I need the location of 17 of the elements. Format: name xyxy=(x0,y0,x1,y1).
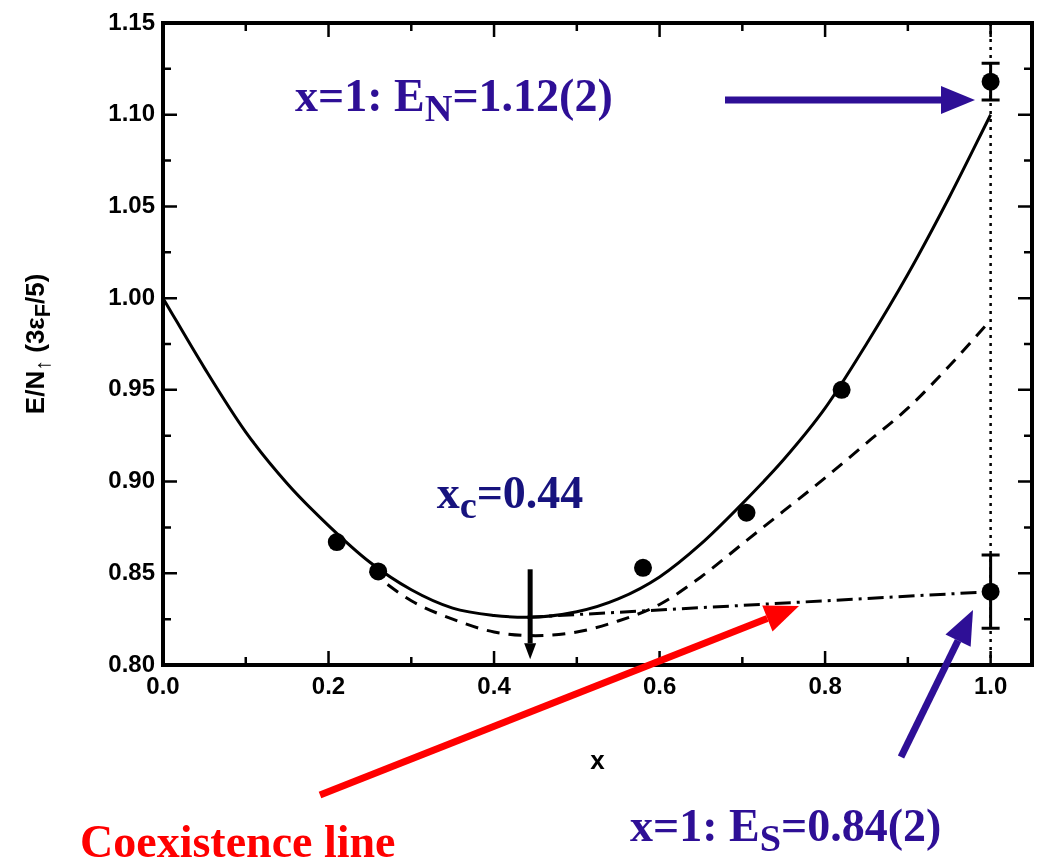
y-tick-label: 1.15 xyxy=(108,7,155,35)
y-tick-label: 0.90 xyxy=(108,466,155,494)
text: Coexistence line xyxy=(80,816,396,864)
y-tick-label: 1.10 xyxy=(108,99,155,127)
x-tick-label: 0.6 xyxy=(642,672,677,700)
x-tick-label: 0.2 xyxy=(311,672,346,700)
y-tick-label: 0.95 xyxy=(108,374,155,402)
y-tick-label: 1.00 xyxy=(108,282,155,310)
x-tick-label: 0.4 xyxy=(477,672,512,700)
annotation: x=1: E$_{N}$=1.12(2) xyxy=(295,69,613,129)
text: x=1: E$_{S}$=0.84(2) xyxy=(630,799,942,859)
y-tick-label: 1.05 xyxy=(108,191,155,219)
annotation: x$_{c}$=0.44 xyxy=(436,466,584,526)
y-tick-label: 0.85 xyxy=(108,557,155,585)
x-axis-title: x xyxy=(590,745,605,775)
x-tick-label: 0.8 xyxy=(808,672,842,700)
x-tick-label: 1.0 xyxy=(973,672,1008,700)
